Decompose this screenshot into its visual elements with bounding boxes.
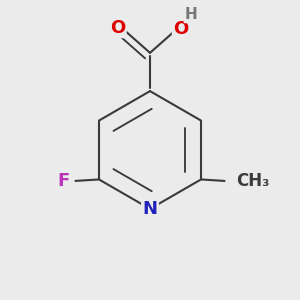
Text: CH₃: CH₃ <box>236 172 270 190</box>
Text: O: O <box>173 20 188 38</box>
Text: N: N <box>142 200 158 218</box>
Text: F: F <box>58 172 70 190</box>
Text: H: H <box>185 7 198 22</box>
Text: O: O <box>110 19 125 37</box>
